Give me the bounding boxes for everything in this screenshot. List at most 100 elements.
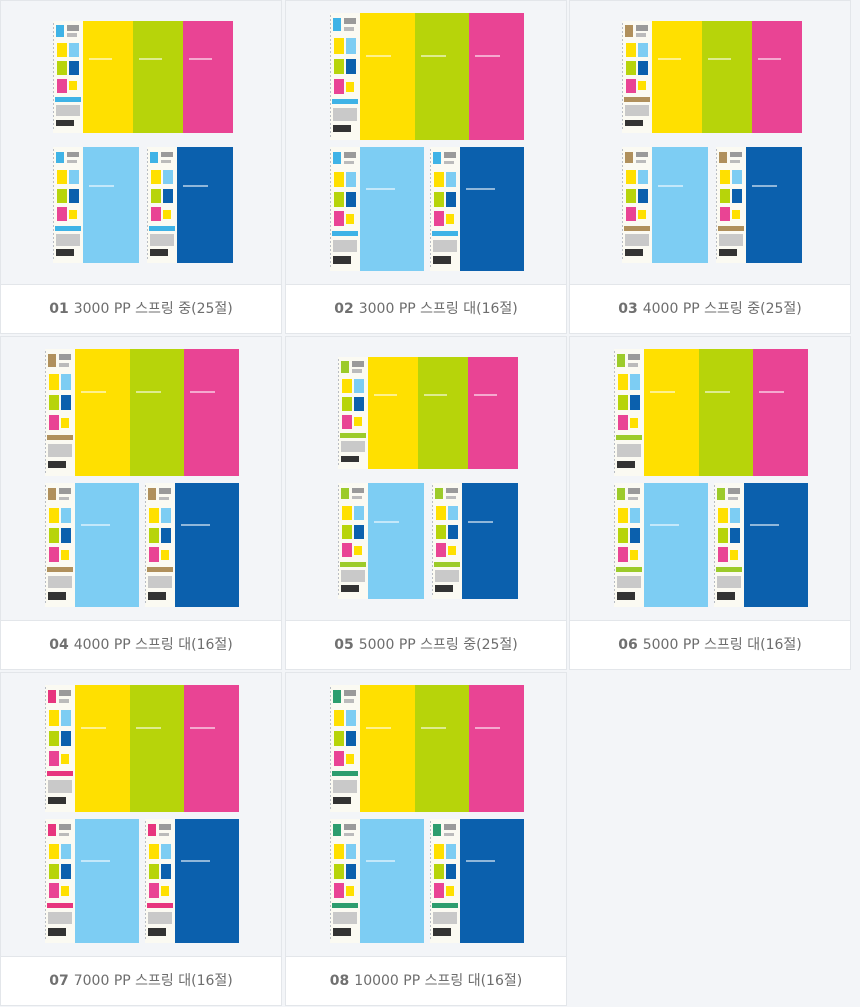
cover-info-block (718, 507, 728, 523)
cover-info-block (446, 487, 458, 494)
cover-color-panel (175, 483, 239, 607)
cover-info-block (444, 823, 456, 831)
cover-info-block (624, 225, 650, 231)
cover-color-panel (83, 21, 133, 133)
cover-info-block (56, 234, 80, 246)
notebook-tricolor (45, 685, 239, 812)
cover-info-block (636, 25, 648, 32)
cover-info-block (49, 415, 59, 431)
cover-color-panel (360, 147, 424, 271)
product-thumbnail[interactable] (286, 1, 566, 285)
product-thumbnail[interactable] (570, 1, 850, 285)
cover-info-block (630, 417, 638, 428)
cover-info-block (48, 823, 56, 837)
product-title[interactable]: 07 7000 PP 스프링 대(16절) (1, 957, 281, 1005)
cover-subtitle-line (708, 58, 731, 60)
cover-info-block (730, 527, 740, 543)
notebook-blue (714, 483, 808, 607)
cover-info-block (333, 690, 341, 703)
cover-info-block (436, 506, 446, 521)
product-name: 4000 PP 스프링 대(16절) (73, 637, 233, 653)
product-number: 07 (49, 973, 69, 989)
cover-info-block (333, 912, 357, 925)
cover-subtitle-line (181, 524, 210, 526)
product-card[interactable]: 08 10000 PP 스프링 대(16절) (285, 672, 567, 1006)
cover-color-panel (418, 357, 468, 469)
cover-info-block (628, 362, 638, 367)
cover-info-block (149, 547, 159, 563)
spiral-binding (716, 149, 717, 261)
cover-info-block (352, 487, 364, 494)
product-card[interactable]: 02 3000 PP 스프링 대(16절) (285, 0, 567, 334)
cover-info-block (334, 710, 344, 726)
product-title[interactable]: 02 3000 PP 스프링 대(16절) (286, 285, 566, 333)
cover-info-block (149, 883, 159, 899)
product-title[interactable]: 06 5000 PP 스프링 대(16절) (570, 621, 850, 669)
cover-info-block (334, 751, 344, 767)
cover-info-block (333, 796, 351, 805)
product-title[interactable]: 05 5000 PP 스프링 중(25절) (286, 621, 566, 669)
cover-info-block (630, 394, 640, 410)
cover-info-block (334, 58, 344, 74)
cover-info-block (161, 843, 171, 859)
product-title[interactable]: 03 4000 PP 스프링 중(25절) (570, 285, 850, 333)
cover-info-block (341, 570, 365, 582)
cover-info-block (432, 903, 458, 909)
spiral-binding (614, 351, 615, 474)
cover-info-block (446, 863, 456, 879)
product-thumbnail[interactable] (1, 673, 281, 957)
cover-info-block (628, 487, 640, 495)
product-thumbnail[interactable] (1, 1, 281, 285)
cover-info-block (57, 188, 67, 203)
cover-info-block (618, 415, 628, 431)
product-card[interactable]: 07 7000 PP 스프링 대(16절) (0, 672, 282, 1006)
cover-color-panel (644, 349, 699, 476)
cover-subtitle-line (135, 727, 161, 729)
cover-color-panel (368, 357, 418, 469)
product-card[interactable]: 04 4000 PP 스프링 대(16절) (0, 336, 282, 670)
cover-info-block (344, 18, 356, 25)
cover-info-block (352, 495, 362, 500)
cover-color-panel (702, 21, 752, 133)
product-thumbnail[interactable] (286, 673, 566, 957)
spiral-binding (330, 149, 331, 269)
spiral-binding (45, 351, 46, 474)
product-number: 03 (618, 301, 638, 317)
product-title[interactable]: 08 10000 PP 스프링 대(16절) (286, 957, 566, 1005)
cover-info-block (346, 213, 354, 224)
notebook-tricolor (330, 13, 524, 140)
product-thumbnail[interactable] (570, 337, 850, 621)
product-thumbnail[interactable] (286, 337, 566, 621)
cover-info-block (333, 124, 351, 133)
product-card[interactable]: 03 4000 PP 스프링 중(25절) (569, 0, 851, 334)
product-title[interactable]: 04 4000 PP 스프링 대(16절) (1, 621, 281, 669)
cover-color-panel (75, 819, 139, 943)
product-title[interactable]: 01 3000 PP 스프링 중(25절) (1, 285, 281, 333)
cover-info-block (48, 460, 66, 469)
cover-subtitle-line (135, 391, 161, 393)
cover-subtitle-line (420, 55, 446, 57)
spiral-binding (45, 821, 46, 941)
cover-info-block (150, 151, 158, 164)
cover-color-panel (744, 483, 808, 607)
product-card[interactable]: 01 3000 PP 스프링 중(25절) (0, 0, 282, 334)
spiral-binding (53, 23, 54, 131)
label-cover-strip (714, 483, 744, 607)
cover-info-block (61, 527, 71, 543)
product-card[interactable]: 05 5000 PP 스프링 중(25절) (285, 336, 567, 670)
cover-info-block (49, 394, 59, 410)
cover-info-block (334, 38, 344, 54)
notebook-blue (145, 819, 239, 943)
cover-color-panel (414, 13, 470, 140)
cover-color-panel (753, 349, 808, 476)
cover-info-block (618, 547, 628, 563)
cover-info-block (341, 361, 349, 373)
cover-info-block (344, 832, 354, 837)
label-cover-strip (432, 483, 462, 599)
cover-subtitle-line (704, 391, 730, 393)
product-thumbnail[interactable] (1, 337, 281, 621)
cover-info-block (716, 567, 742, 573)
cover-info-block (719, 151, 727, 164)
product-card[interactable]: 06 5000 PP 스프링 대(16절) (569, 336, 851, 670)
cover-info-block (626, 188, 636, 203)
